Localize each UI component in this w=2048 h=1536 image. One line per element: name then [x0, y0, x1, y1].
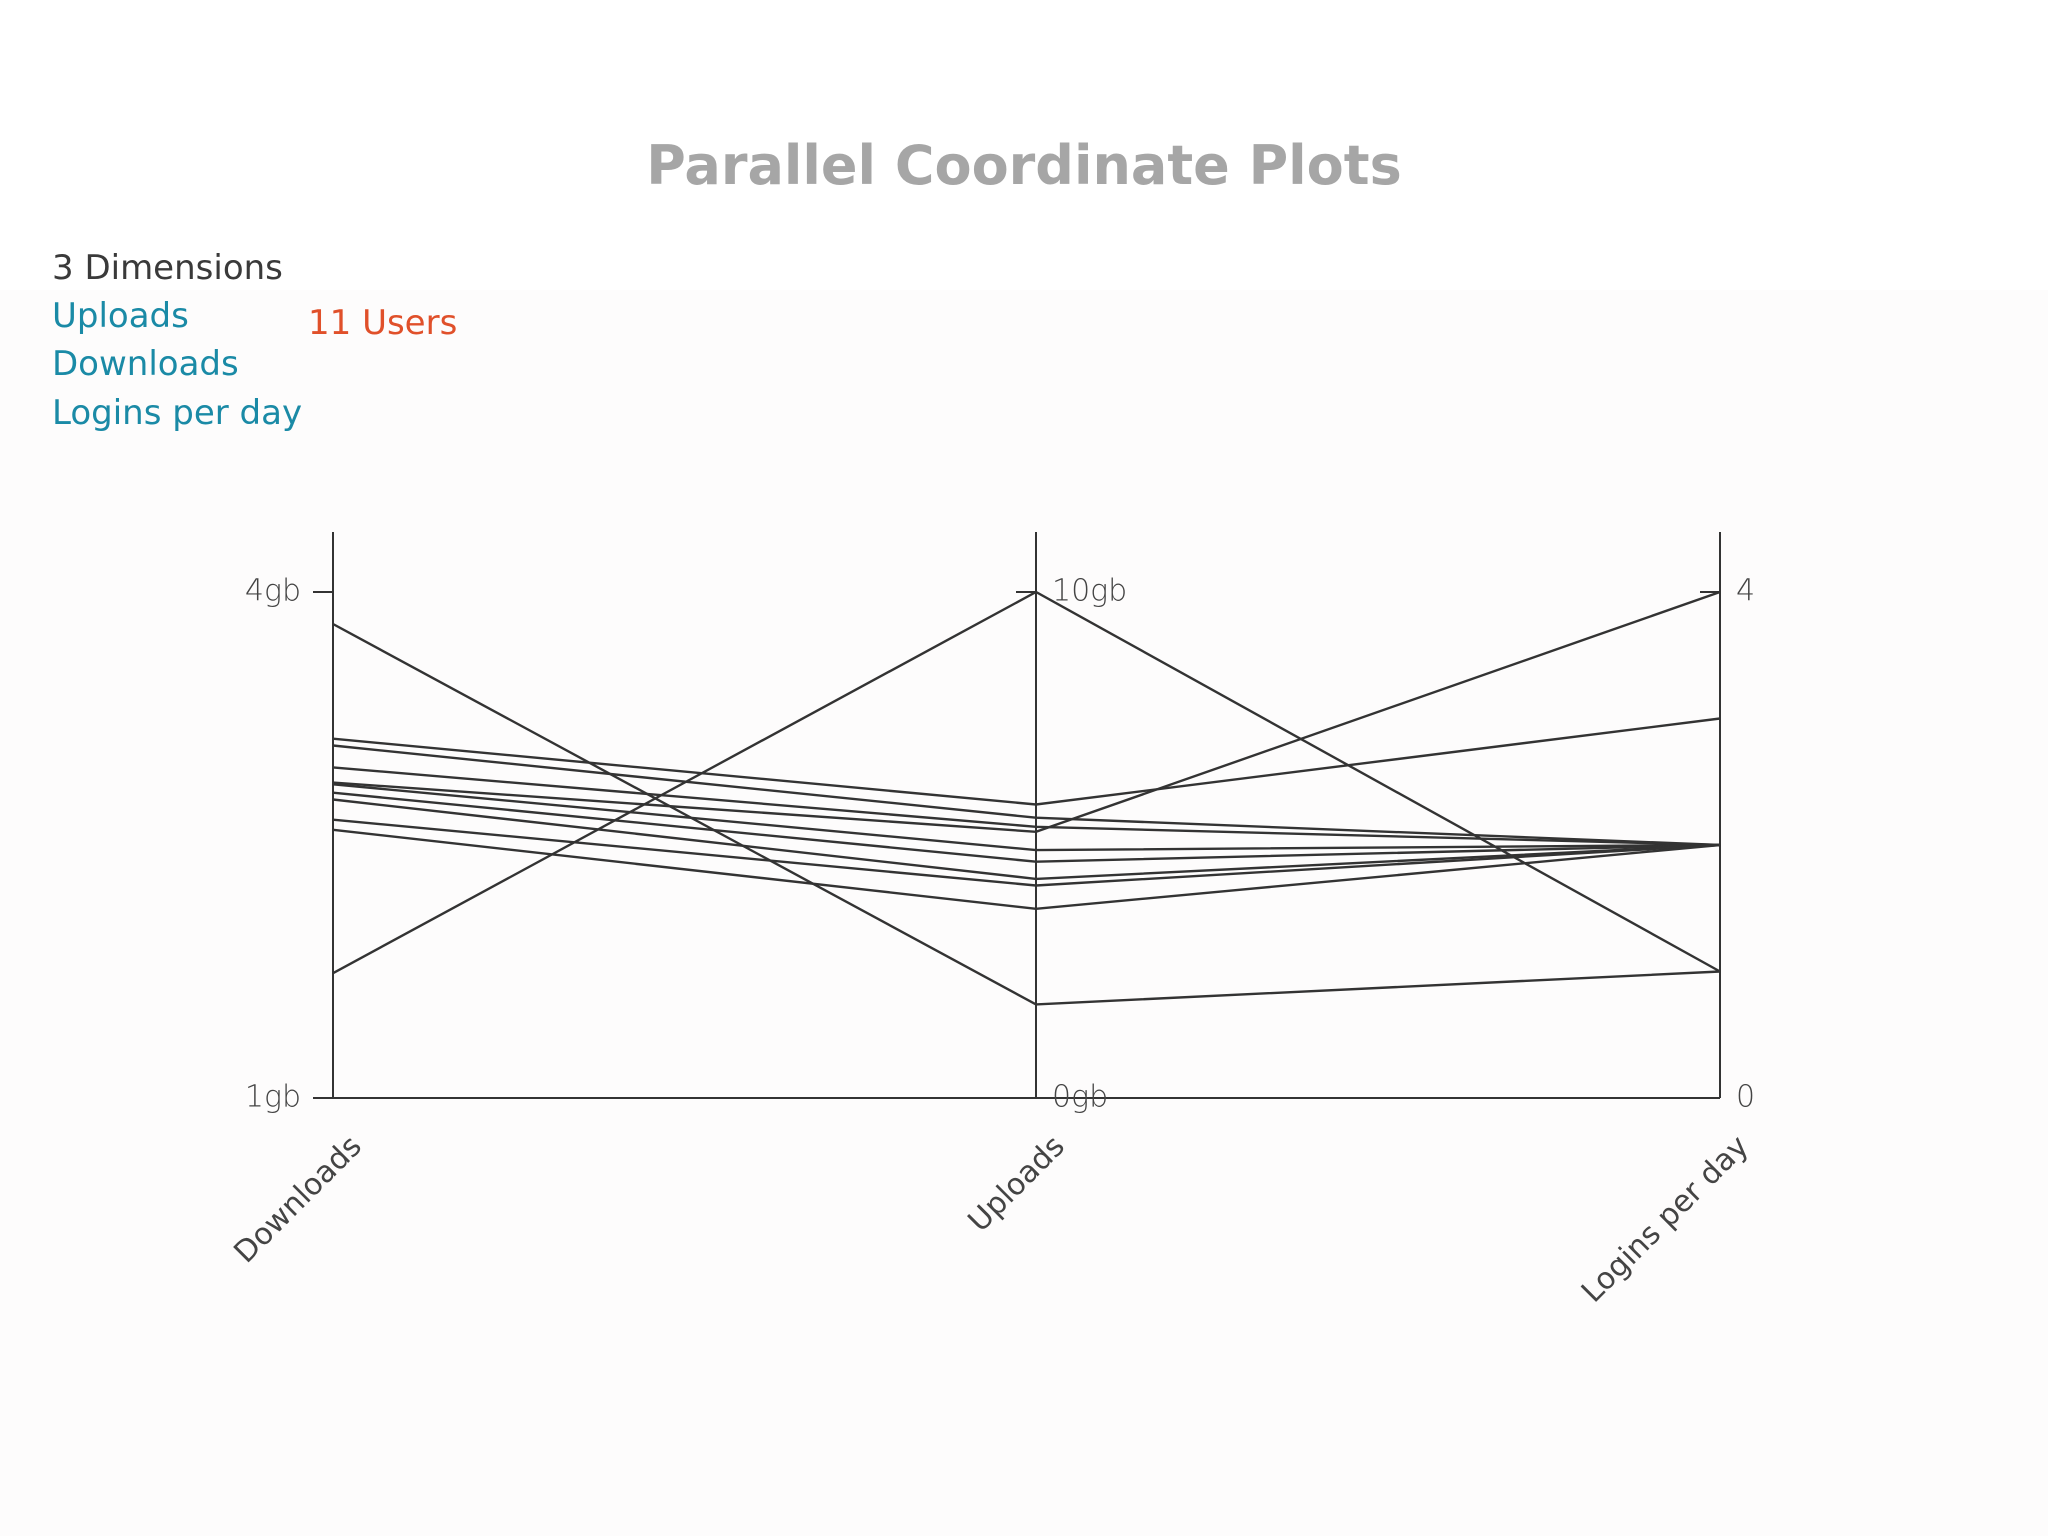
dimension-count: 3 Dimensions	[52, 248, 283, 288]
tick-label: 10gb	[1052, 574, 1127, 609]
user-line	[332, 744, 1721, 847]
user-line	[332, 590, 1721, 975]
tick-label: 0gb	[1052, 1080, 1108, 1115]
user-line	[332, 717, 1721, 806]
user-line	[332, 798, 1721, 881]
tick-label: 0	[1736, 1080, 1755, 1115]
dimension-name: Logins per day	[52, 393, 302, 433]
user-line	[332, 622, 1721, 1006]
panel	[0, 290, 2048, 1536]
dimension-name: Downloads	[52, 344, 239, 384]
user-line	[332, 818, 1721, 887]
chart-title: Parallel Coordinate Plots	[646, 134, 1401, 197]
user-line	[332, 783, 1721, 852]
tick-label: 4gb	[245, 574, 301, 609]
user-line	[332, 590, 1721, 834]
user-line	[332, 828, 1721, 911]
dimension-name: Uploads	[52, 296, 189, 336]
user-line	[332, 766, 1721, 847]
tick-label: 4	[1736, 574, 1755, 609]
tick-label: 1gb	[245, 1080, 301, 1115]
user-line	[332, 791, 1721, 863]
user-count: 11 Users	[308, 303, 457, 343]
